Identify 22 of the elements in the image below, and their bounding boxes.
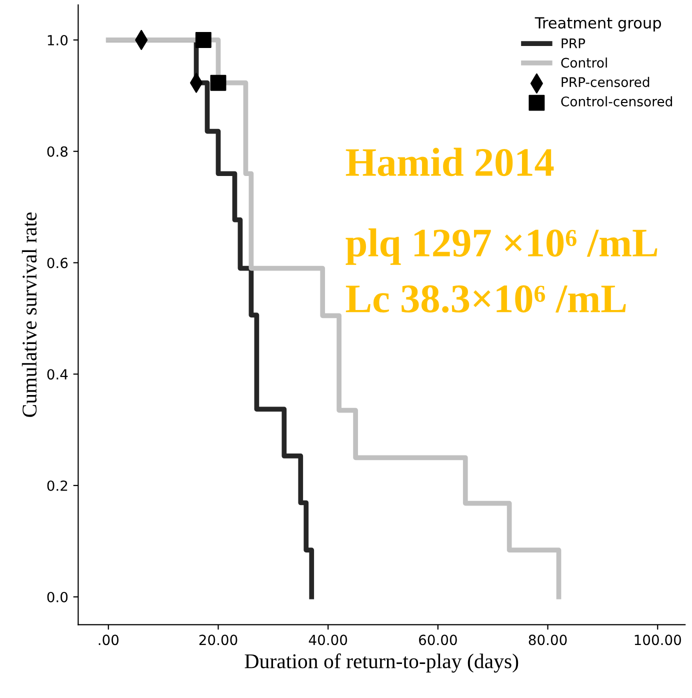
legend-label: Control — [561, 58, 607, 68]
y-tick-label: 0.4 — [47, 369, 68, 380]
x-tick-label: 40.00 — [308, 634, 348, 646]
legend-title: Treatment group — [534, 17, 661, 32]
legend-label: PRP — [562, 38, 586, 48]
x-tick-label: 80.00 — [528, 634, 567, 646]
x-tick-label: 100.00 — [634, 634, 681, 646]
y-tick-label: 0.6 — [47, 258, 68, 268]
annotation: Hamid 2014 — [346, 148, 554, 176]
annotation: plq 1297 ×10⁶ /mL — [346, 228, 658, 265]
y-tick-label: 0.0 — [47, 592, 68, 602]
x-tick-label: 20.00 — [199, 634, 238, 646]
legend-label: Control-censored — [561, 96, 672, 106]
x-axis-title: Duration of return-to-play (days) — [244, 653, 518, 673]
x-tick-label: 60.00 — [419, 634, 457, 646]
legend-label: PRP-censored — [562, 76, 650, 88]
annotation: Lc 38.3×10⁶ /mL — [346, 285, 626, 313]
y-tick-label: 1.0 — [48, 34, 68, 46]
y-tick-label: 0.2 — [47, 480, 68, 491]
y-tick-label: 0.8 — [47, 146, 68, 157]
y-axis-title: Cumulative survival rate — [22, 212, 37, 417]
x-tick-label: .00 — [98, 634, 119, 646]
